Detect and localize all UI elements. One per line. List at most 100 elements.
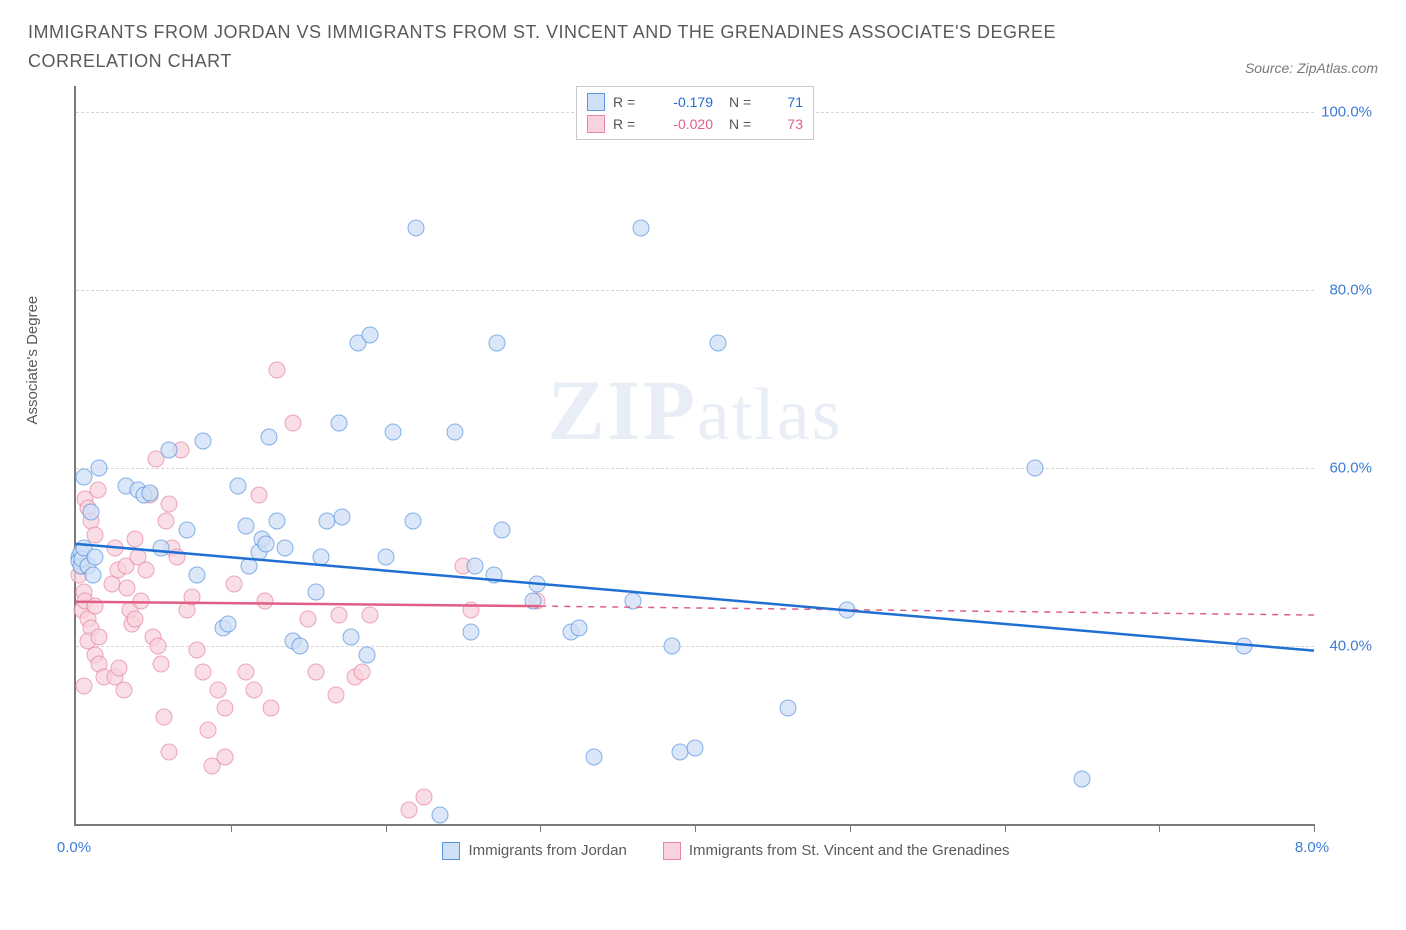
scatter-point-stvincent [188,642,205,659]
legend-n-value: 73 [769,116,803,132]
scatter-point-stvincent [91,628,108,645]
scatter-point-jordan [318,513,335,530]
legend-r-label: R = [613,116,645,132]
scatter-point-stvincent [250,486,267,503]
scatter-point-stvincent [245,682,262,699]
scatter-point-jordan [86,548,103,565]
regression-lines-layer [76,86,1314,824]
scatter-point-jordan [85,566,102,583]
scatter-point-stvincent [400,802,417,819]
gridline [76,468,1314,469]
legend-n-value: 71 [769,94,803,110]
scatter-point-jordan [779,700,796,717]
scatter-point-jordan [671,744,688,761]
scatter-point-jordan [377,548,394,565]
scatter-point-jordan [687,740,704,757]
scatter-point-jordan [238,517,255,534]
scatter-point-stvincent [111,660,128,677]
scatter-point-stvincent [225,575,242,592]
x-tick [540,824,541,832]
scatter-point-stvincent [106,539,123,556]
scatter-point-jordan [462,624,479,641]
y-tick-label: 60.0% [1329,459,1372,476]
scatter-point-stvincent [160,495,177,512]
y-tick-label: 40.0% [1329,637,1372,654]
legend-r-label: R = [613,94,645,110]
scatter-point-stvincent [156,708,173,725]
chart-title: IMMIGRANTS FROM JORDAN VS IMMIGRANTS FRO… [28,18,1128,76]
regression-line [540,606,1314,615]
scatter-point-stvincent [256,593,273,610]
legend-swatch [663,842,681,860]
scatter-point-stvincent [137,562,154,579]
scatter-point-stvincent [153,655,170,672]
scatter-point-jordan [219,615,236,632]
scatter-point-jordan [447,424,464,441]
scatter-point-stvincent [238,664,255,681]
legend-series-item: Immigrants from Jordan [442,842,626,860]
scatter-point-jordan [334,508,351,525]
scatter-point-stvincent [157,513,174,530]
gridline [76,290,1314,291]
scatter-point-stvincent [75,677,92,694]
source-label: Source: ZipAtlas.com [1245,60,1378,76]
legend-swatch [587,115,605,133]
watermark: ZIPatlas [548,360,843,460]
scatter-point-stvincent [210,682,227,699]
scatter-point-stvincent [269,362,286,379]
y-axis-label: Associate's Degree [24,295,41,424]
scatter-point-stvincent [362,606,379,623]
scatter-point-stvincent [160,744,177,761]
legend-r-value: -0.179 [653,94,713,110]
scatter-point-jordan [292,637,309,654]
scatter-point-jordan [493,522,510,539]
scatter-point-jordan [261,428,278,445]
scatter-point-jordan [467,557,484,574]
scatter-point-jordan [586,748,603,765]
x-tick [386,824,387,832]
scatter-point-stvincent [126,531,143,548]
scatter-point-jordan [343,628,360,645]
legend-r-value: -0.020 [653,116,713,132]
x-tick [850,824,851,832]
scatter-point-stvincent [300,611,317,628]
scatter-point-jordan [1073,771,1090,788]
scatter-point-jordan [230,477,247,494]
scatter-point-stvincent [216,700,233,717]
scatter-point-jordan [160,442,177,459]
scatter-point-jordan [91,459,108,476]
scatter-point-jordan [408,219,425,236]
scatter-point-stvincent [132,593,149,610]
legend-swatch [442,842,460,860]
scatter-point-jordan [485,566,502,583]
scatter-point-jordan [488,335,505,352]
scatter-point-jordan [307,584,324,601]
scatter-point-stvincent [115,682,132,699]
scatter-point-stvincent [284,415,301,432]
y-tick-label: 100.0% [1321,104,1372,121]
legend-n-label: N = [729,116,761,132]
scatter-point-jordan [358,646,375,663]
x-tick [1159,824,1160,832]
scatter-point-jordan [663,637,680,654]
legend-series-item: Immigrants from St. Vincent and the Gren… [663,842,1010,860]
scatter-point-jordan [142,484,159,501]
scatter-point-jordan [75,468,92,485]
scatter-point-jordan [632,219,649,236]
scatter-point-jordan [194,433,211,450]
scatter-point-jordan [524,593,541,610]
scatter-point-stvincent [184,588,201,605]
legend-series-label: Immigrants from Jordan [468,842,626,859]
scatter-point-jordan [331,415,348,432]
scatter-point-jordan [625,593,642,610]
scatter-point-stvincent [86,597,103,614]
chart-container: Associate's Degree ZIPatlas R =-0.179N =… [28,86,1378,866]
scatter-point-jordan [431,806,448,823]
scatter-point-jordan [405,513,422,530]
x-tick [1005,824,1006,832]
scatter-point-jordan [385,424,402,441]
scatter-point-jordan [1236,637,1253,654]
scatter-point-jordan [83,504,100,521]
scatter-point-stvincent [194,664,211,681]
scatter-point-jordan [362,326,379,343]
